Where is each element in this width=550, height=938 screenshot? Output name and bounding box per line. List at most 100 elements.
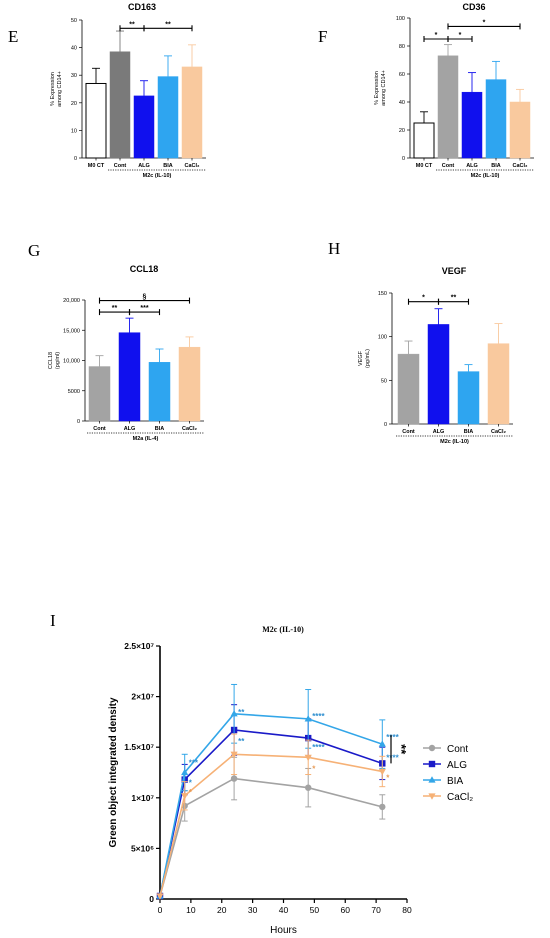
y-axis-label-line: % Expression [50,72,56,106]
x-tick-label: 10 [186,905,196,915]
bar [181,66,203,159]
x-tick-label: 50 [310,905,320,915]
y-axis-label-line: VEGF [358,350,364,366]
data-point [156,893,164,900]
significance-annotation: **** [312,743,325,752]
x-tick-label: BIA [491,163,501,169]
bar [457,371,480,425]
panel-e-cd163-chart: E CD163 % Expressionamong CD14+ 0 10 20 30 40 5… [8,2,206,179]
legend-marker [428,760,436,768]
bar [437,55,459,159]
group-label: M2c (IL-10) [440,439,469,445]
y-tick-label: 1×10⁷ [131,793,154,803]
significance-label: ** [112,305,118,312]
bar [157,76,179,159]
bar [88,366,111,422]
bar [485,79,507,159]
y-axis-label: CCL18(pg/ml) [48,352,61,369]
panel-f-cd36-chart: F CD36 % Expressionamong CD14+ 0 20 40 60 80 10… [318,2,534,179]
significance-annotation: * [189,779,193,788]
panel-i-line-chart: I M2c (IL-10) 0 5×10⁶ 1×10⁷ 1.5×10⁷ 2×10⁷ 2.5×… [50,611,473,936]
y-tick-label: 2.5×10⁷ [124,641,154,651]
y-tick-label: 30 [71,73,77,79]
x-tick-label: BIA [464,429,474,435]
bar [85,82,107,159]
legend-label: CaCl₂ [447,792,473,803]
significance-annotation: * [189,788,193,797]
y-tick-label: 80 [399,44,405,50]
bar [427,324,450,425]
x-tick-label: Cont [93,426,106,432]
data-point [230,751,238,759]
bar [133,95,155,159]
significance-annotation: ** [238,708,245,717]
x-tick-label: 0 [158,905,163,915]
bar [109,51,131,159]
chart-title: CD36 [462,2,485,12]
y-axis-label: VEGF(pg/mL) [358,349,371,368]
significance-label: * [435,32,438,39]
x-tick-label: ALG [433,429,445,435]
y-tick-label: 20 [399,128,405,134]
y-tick-label: 20 [71,101,77,107]
y-axis-label-line: among CD14+ [57,71,63,107]
y-tick-label: 150 [378,291,387,297]
series-line [159,753,383,897]
bar [178,346,201,422]
data-point [181,768,189,776]
bar [118,332,141,422]
significance-label: *** [140,305,148,312]
x-tick-label: ALG [138,163,150,169]
panel-letter-f: F [318,27,327,46]
y-tick-label: 10,000 [63,359,80,365]
x-tick-label: BIA [155,426,165,432]
x-tick-label: M0 CT [88,163,105,169]
bar [509,101,531,159]
y-axis-label-line: % Expression [374,71,380,105]
legend-label: Cont [447,744,468,755]
x-tick-label: Cont [114,163,127,169]
x-tick-label: CaCl₂ [513,163,529,169]
significance-annotation: * [312,764,316,773]
data-point [304,754,312,762]
data-point [378,768,386,776]
series-line [159,712,383,897]
side-significance-label: ** [394,744,409,755]
y-tick-label: 60 [399,72,405,78]
data-point [379,803,386,811]
x-tick-label: 80 [402,905,412,915]
y-tick-label: 100 [378,335,387,341]
chart-title: VEGF [442,266,467,276]
y-axis-label: % Expressionamong CD14+ [374,70,387,106]
x-axis-label: Hours [270,925,297,936]
x-tick-label: ALG [466,163,478,169]
x-tick-label: 20 [217,905,227,915]
y-tick-label: 2×10⁷ [131,692,154,702]
chart-title: M2c (IL-10) [262,625,304,634]
data-point [378,740,386,747]
data-point [304,715,312,722]
y-axis-label: % Expressionamong CD14+ [50,71,63,107]
x-tick-label: CaCl₂ [185,163,201,169]
x-tick-label: 60 [341,905,351,915]
panel-letter-i: I [50,611,56,630]
y-axis-label-line: (pg/ml) [55,352,61,369]
data-point [230,710,238,717]
legend-label: ALG [447,760,467,771]
significance-label: ** [165,21,171,28]
bar [413,122,435,159]
group-label: M2a (IL-4) [133,436,159,442]
y-tick-label: 20,000 [63,298,80,304]
data-point [305,784,312,791]
x-tick-label: M0 CT [416,163,433,169]
legend-marker [428,793,436,800]
y-tick-label: 40 [399,100,405,106]
bar [461,91,483,159]
significance-label: * [459,32,462,39]
significance-label: ** [451,295,457,302]
legend-label: BIA [447,776,463,787]
significance-annotation: ** [238,737,245,746]
y-axis-label-line: among CD14+ [381,70,387,106]
y-tick-label: 50 [71,18,77,24]
